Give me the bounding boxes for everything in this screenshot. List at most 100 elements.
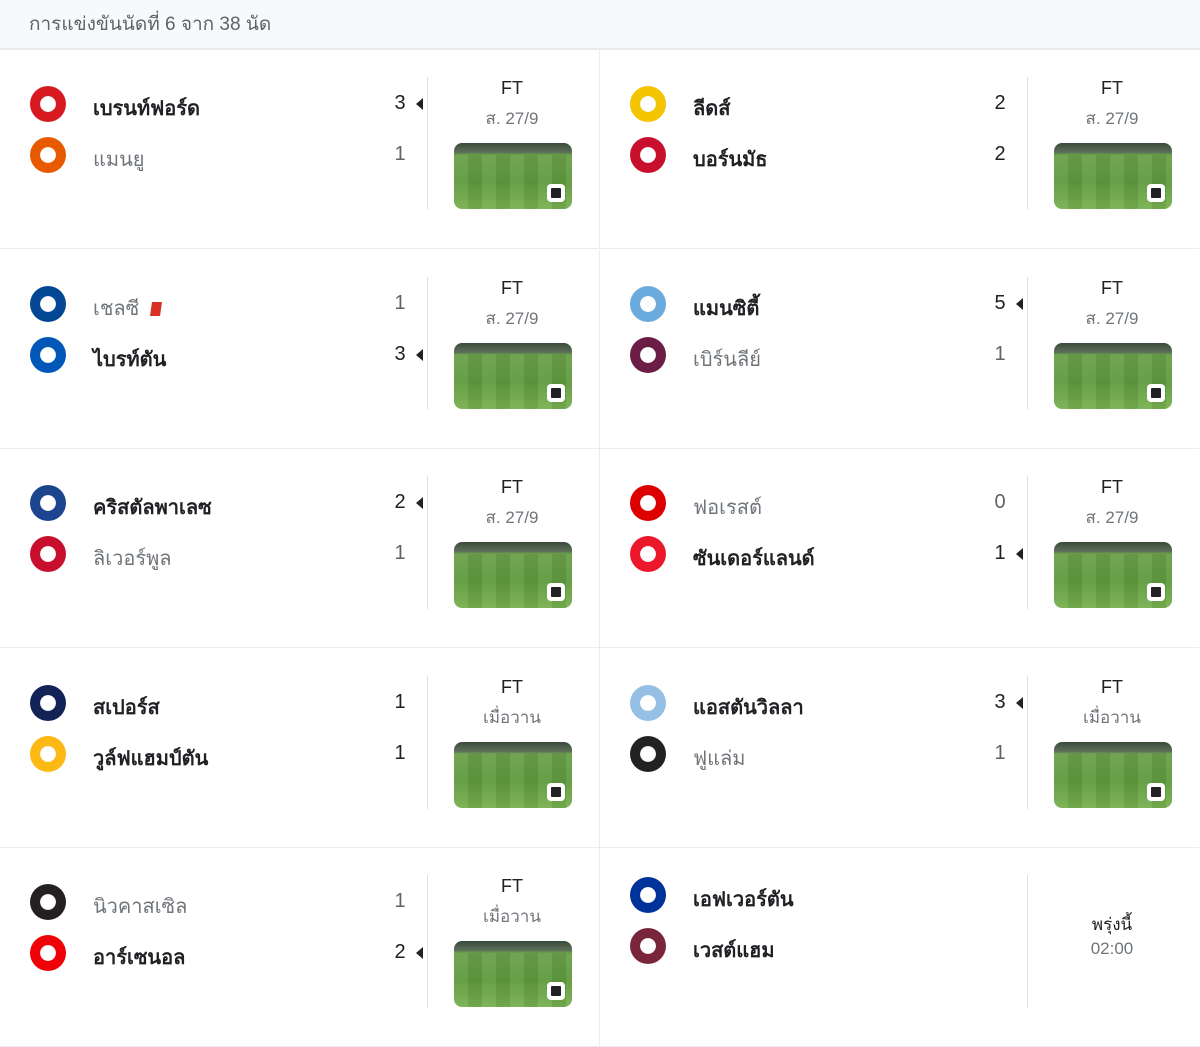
video-icon [547,383,565,402]
team-score: 1 [394,143,406,165]
matchday-header: การแข่งขันนัดที่ 6 จาก 38 นัด [0,0,1200,50]
match-date: ส. 27/9 [485,508,539,527]
match-date: ส. 27/9 [1085,508,1139,527]
match-card[interactable]: เชลซี 1 ไบรท์ตัน 3 FT ส. 27/9 [0,250,600,449]
video-icon [1147,184,1165,202]
team-logo-icon [630,536,666,572]
team-score: 3 [394,92,406,114]
team-score: 1 [994,741,1006,764]
match-date: เมื่อวาน [1083,707,1141,727]
highlight-video-thumbnail[interactable] [1054,542,1172,608]
team-row-away: ไบรท์ตัน 3 [30,335,430,375]
team-row-away: แมนยู 1 [30,135,430,175]
team-row-home: แอสตันวิลลา 3 [630,683,1030,723]
team-logo-icon [30,684,66,721]
match-status: FT [1101,277,1123,298]
highlight-video-thumbnail[interactable] [454,741,572,808]
team-score: 1 [394,890,406,912]
team-row-home: เอฟเวอร์ตัน [630,875,1030,915]
match-card[interactable]: ลีดส์ 2 บอร์นมัธ 2 FT ส. 27/9 [599,50,1199,249]
team-row-home: นิวคาสเซิล 1 [30,882,430,922]
team-logo-icon [30,285,66,322]
match-card[interactable]: เอฟเวอร์ตัน เวสต์แฮม พรุ่งนี้ 02:00 [599,848,1199,1047]
match-card[interactable]: เบรนท์ฟอร์ด 3 แมนยู 1 FT ส. 27/9 [0,50,600,249]
team-name: อาร์เซนอล [93,947,186,969]
team-name: แอสตันวิลลา [693,696,804,719]
match-date: ส. 27/9 [485,308,539,328]
team-score: 2 [994,143,1006,165]
team-name: ไบรท์ตัน [93,348,167,371]
winner-arrow-icon [416,98,423,110]
highlight-video-thumbnail[interactable] [1054,143,1172,209]
team-name: เบรนท์ฟอร์ด [93,98,201,120]
team-name: นิวคาสเซิล [93,896,188,918]
divider [1027,476,1028,609]
match-card[interactable]: แมนซิตี้ 5 เบิร์นลีย์ 1 FT ส. 27/9 [599,249,1199,449]
match-date: เมื่อวาน [483,707,541,727]
team-row-home: เบรนท์ฟอร์ด 3 [30,84,430,124]
team-row-home: แมนซิตี้ 5 [630,284,1030,324]
team-name: วูล์ฟแฮมป์ตัน [93,747,209,770]
team-logo-icon [30,935,66,971]
team-name: ฟอเรสต์ [693,497,762,519]
divider [1027,875,1028,1008]
highlight-video-thumbnail[interactable] [454,342,572,409]
team-logo-icon [630,336,666,373]
team-logo-icon [30,336,66,373]
divider [1027,77,1028,210]
highlight-video-thumbnail[interactable] [454,941,572,1007]
red-card-icon [150,302,163,317]
match-status: FT [1101,477,1123,497]
video-icon [547,184,565,202]
team-name: เชลซี [93,292,163,324]
video-icon [547,583,565,601]
match-status: FT [501,477,523,497]
video-icon [1147,383,1165,402]
team-name: คริสตัลพาเลซ [93,497,212,519]
team-name: ลิเวอร์พูล [93,548,172,570]
video-icon [547,782,565,801]
match-card[interactable]: ฟอเรสต์ 0 ซันเดอร์แลนด์ 1 FT ส. 27/9 [599,449,1199,648]
team-name: ซันเดอร์แลนด์ [693,548,815,570]
team-name: บอร์นมัธ [693,149,768,171]
highlight-video-thumbnail[interactable] [454,143,572,209]
match-card[interactable]: แอสตันวิลลา 3 ฟูแล่ม 1 FT เมื่อวาน [599,648,1199,848]
divider [427,875,428,1008]
winner-arrow-icon [1016,548,1023,560]
highlight-video-thumbnail[interactable] [1054,741,1172,808]
match-card[interactable]: นิวคาสเซิล 1 อาร์เซนอล 2 FT เมื่อวาน [0,848,600,1047]
winner-arrow-icon [416,947,423,959]
team-logo-icon [630,86,666,122]
team-row-away: วูล์ฟแฮมป์ตัน 1 [30,734,430,774]
team-score: 3 [994,690,1006,713]
highlight-video-thumbnail[interactable] [1054,342,1172,409]
team-logo-icon [30,86,66,122]
team-logo-icon [30,137,66,173]
team-logo-icon [30,735,66,772]
match-card[interactable]: สเปอร์ส 1 วูล์ฟแฮมป์ตัน 1 FT เมื่อวาน [0,649,600,848]
team-score: 1 [994,342,1006,365]
team-row-away: เวสต์แฮม [630,926,1030,966]
team-row-home: ฟอเรสต์ 0 [630,483,1030,523]
team-score: 0 [994,491,1006,513]
team-row-home: คริสตัลพาเลซ 2 [30,483,430,523]
team-name: เบิร์นลีย์ [693,348,761,371]
team-logo-icon [30,485,66,521]
match-status: FT [501,78,523,98]
winner-arrow-icon [1016,297,1023,310]
team-logo-icon [30,536,66,572]
match-status: FT [501,876,523,896]
video-icon [1147,583,1165,601]
match-date: เมื่อวาน [483,907,541,926]
team-row-away: บอร์นมัธ 2 [630,135,1030,175]
match-status: FT [1101,676,1123,697]
divider [1027,276,1028,410]
match-card[interactable]: คริสตัลพาเลซ 2 ลิเวอร์พูล 1 FT ส. 27/9 [0,449,600,648]
team-logo-icon [630,285,666,322]
match-status: FT [501,277,523,298]
matchday-title: การแข่งขันนัดที่ 6 จาก 38 นัด [29,14,272,35]
match-date: ส. 27/9 [485,109,539,128]
match-date: ส. 27/9 [1085,109,1139,128]
team-score: 2 [994,92,1006,114]
highlight-video-thumbnail[interactable] [454,542,572,608]
